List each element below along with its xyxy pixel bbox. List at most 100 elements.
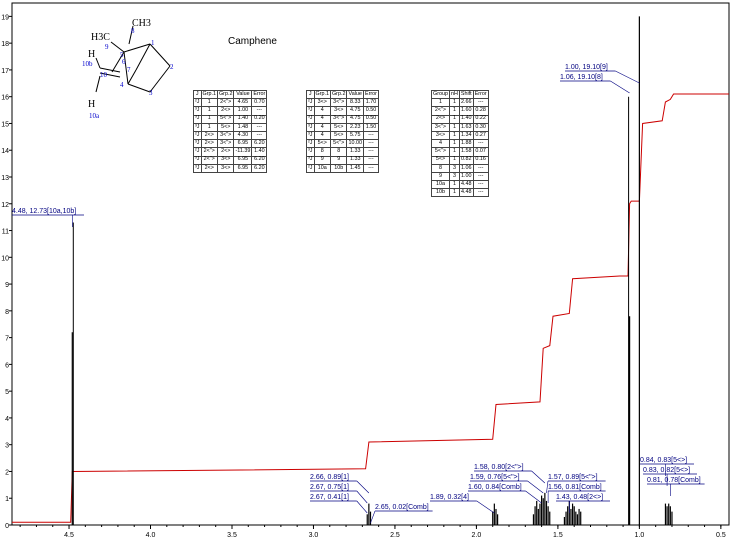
bond bbox=[123, 51, 129, 85]
peak-label: 2.65, 0.02[Comb] bbox=[375, 504, 429, 511]
coupling-right-cell: --- bbox=[362, 163, 379, 173]
bond bbox=[128, 25, 134, 45]
coupling-right-row: ³J 4 5<> 2.23 1.50 bbox=[306, 122, 379, 132]
bond bbox=[95, 57, 101, 69]
peak-label: 1.00, 19.10[9] bbox=[565, 64, 608, 71]
shift-cell: 1 bbox=[431, 98, 450, 108]
coupling-right-cell: 1.45 bbox=[346, 163, 364, 173]
coupling-right-cell: 1.33 bbox=[346, 147, 364, 157]
shift-cell: 1 bbox=[448, 180, 460, 190]
peak-label: 1.58, 0.80[2<">] bbox=[474, 464, 524, 471]
y-tick-label: 16 bbox=[1, 95, 9, 102]
atom-h-10a: H bbox=[88, 99, 95, 110]
coupling-left-cell: ³J bbox=[193, 122, 202, 132]
coupling-right-cell: 3<> bbox=[329, 106, 348, 116]
shift-cell: 4.48 bbox=[458, 180, 474, 190]
atom-10b: 10b bbox=[82, 60, 93, 68]
coupling-left-row: ³J 1 5<> 1.48 --- bbox=[193, 122, 268, 132]
y-tick-label: 10 bbox=[1, 255, 9, 262]
peak-label: 0.83, 0.82[5<>] bbox=[643, 467, 690, 474]
coupling-right-cell: ³J bbox=[306, 155, 315, 165]
coupling-left-header-cell: Grp.2 bbox=[216, 89, 235, 100]
x-tick-label: 2.0 bbox=[472, 532, 482, 539]
coupling-right-row: ³J 4 3<"> 4.75 0.50 bbox=[306, 114, 379, 124]
coupling-left-cell: ²J bbox=[193, 130, 202, 141]
x-tick-label: 3.0 bbox=[309, 532, 319, 539]
coupling-right-cell: 3<"> bbox=[329, 114, 348, 124]
coupling-left-cell: ³J bbox=[193, 139, 202, 149]
shift-cell: 2<> bbox=[431, 114, 450, 124]
coupling-right-cell: --- bbox=[362, 147, 379, 157]
y-tick-label: 18 bbox=[1, 41, 9, 48]
camphene-structure: CH3 H3C 9 8 5 1 2 3 4 6 7 10 10b 10a H H bbox=[82, 18, 174, 120]
coupling-right-cell: 10a bbox=[313, 163, 331, 173]
x-tick-label: 1.0 bbox=[635, 532, 645, 539]
y-tick-label: 8 bbox=[5, 309, 9, 316]
peak-label-leader bbox=[356, 490, 368, 504]
y-tick-label: 1 bbox=[5, 496, 9, 503]
peak-label: 4.48, 12.73[10a,10b] bbox=[12, 208, 76, 215]
bond bbox=[110, 41, 125, 53]
shift-row: 8 3 1.06 --- bbox=[431, 163, 489, 173]
coupling-right-cell: 1.33 bbox=[346, 155, 364, 165]
peak-label-leader bbox=[610, 80, 630, 94]
peak-label-leader bbox=[356, 500, 368, 514]
coupling-left-cell: 6.20 bbox=[251, 155, 268, 165]
shift-cell: 1.34 bbox=[458, 130, 474, 141]
peak-label-leader bbox=[531, 470, 546, 484]
double-bond bbox=[99, 67, 121, 73]
peak-labels: 4.48, 12.73[10a,10b] 2.66, 0.89[1] 2.67, 0… bbox=[12, 64, 705, 524]
coupling-right-cell: 5.75 bbox=[346, 130, 364, 141]
peak-label-leader bbox=[476, 500, 495, 514]
y-tick-label: 5 bbox=[5, 389, 9, 396]
bond bbox=[123, 43, 151, 53]
coupling-left-cell: ³J bbox=[193, 163, 202, 173]
x-tick-label: 4.5 bbox=[64, 532, 74, 539]
coupling-right-cell: ³J bbox=[306, 130, 315, 141]
coupling-right-cell: 2.23 bbox=[346, 122, 364, 132]
shift-cell: 1.40 bbox=[458, 114, 474, 124]
shift-cell: 1.88 bbox=[458, 139, 474, 149]
coupling-left-cell: 6.95 bbox=[233, 139, 253, 149]
coupling-right-cell: ²J bbox=[306, 163, 315, 173]
coupling-left-cell: ³J bbox=[193, 155, 202, 165]
x-tick-label: 3.5 bbox=[227, 532, 237, 539]
shift-row: 5<"> 1 1.58 0.07 bbox=[431, 147, 489, 157]
shift-cell: 1 bbox=[448, 114, 460, 124]
shift-cell: 1 bbox=[448, 122, 460, 132]
bond bbox=[149, 43, 171, 67]
shift-cell: --- bbox=[472, 98, 489, 108]
peak-label: 2.67, 0.41[1] bbox=[310, 494, 349, 501]
y-tick-label: 2 bbox=[5, 469, 9, 476]
shift-cell: 1.06 bbox=[458, 163, 474, 173]
peak-label: 2.67, 0.75[1] bbox=[310, 484, 349, 491]
x-tick-label: 2.5 bbox=[390, 532, 400, 539]
peak-label-leader bbox=[527, 480, 544, 494]
coupling-right-cell: ²J bbox=[306, 139, 315, 149]
coupling-left-cell: 2<"> bbox=[216, 98, 235, 108]
coupling-left-cell: -11.39 bbox=[233, 147, 253, 157]
y-tick-label: 17 bbox=[1, 68, 9, 75]
shift-cell: 1 bbox=[448, 106, 460, 116]
shift-row: 1 1 2.66 --- bbox=[431, 98, 489, 108]
coupling-table-right: J Grp.1 Grp.2 Value Error ²J 3<> 3<"> 8.33 1.70 ³… bbox=[306, 89, 379, 173]
bond bbox=[127, 69, 137, 85]
coupling-left-cell: 3<"> bbox=[216, 139, 235, 149]
coupling-left-cell: 2<"> bbox=[200, 147, 218, 157]
y-tick-label: 0 bbox=[5, 523, 9, 530]
coupling-right-header-cell: Error bbox=[362, 89, 379, 100]
shift-header-cell: Group bbox=[431, 89, 450, 100]
shift-cell: 2.66 bbox=[458, 98, 474, 108]
x-tick-label: 4.0 bbox=[146, 532, 156, 539]
atom-7: 7 bbox=[127, 66, 131, 74]
shift-cell: 1.60 bbox=[458, 106, 474, 116]
coupling-left-cell: ²J bbox=[193, 98, 202, 108]
y-tick-label: 15 bbox=[1, 121, 9, 128]
shift-cell: --- bbox=[472, 139, 489, 149]
shift-cell: 1 bbox=[448, 130, 460, 141]
coupling-right-header-cell: J bbox=[306, 89, 315, 100]
integral-curve bbox=[12, 93, 729, 523]
shift-cell: 1.00 bbox=[458, 171, 474, 182]
coupling-right-cell: ³J bbox=[306, 106, 315, 116]
shift-cell: 1 bbox=[448, 188, 460, 198]
